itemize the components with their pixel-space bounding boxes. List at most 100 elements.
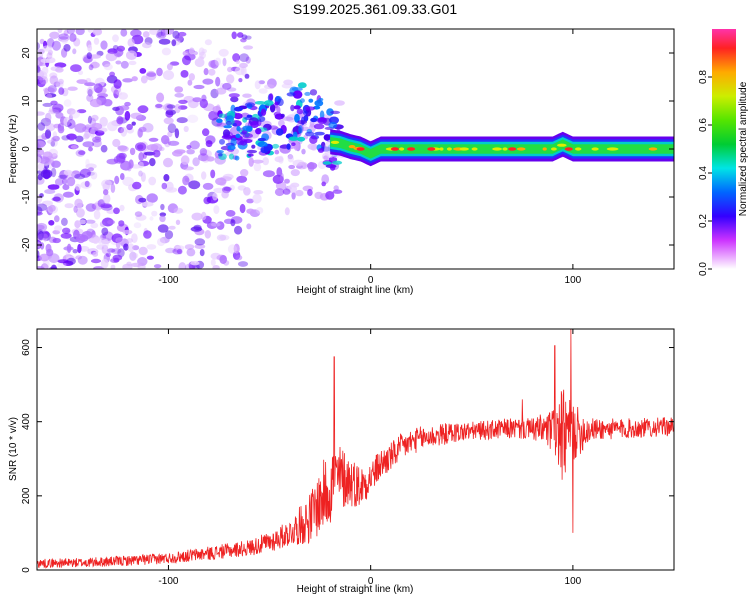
snr-series-line <box>37 329 674 569</box>
spectral-blob <box>75 29 85 36</box>
spectral-blob <box>91 203 97 210</box>
snr-x-tick-label: 0 <box>368 576 374 587</box>
spectral-blob <box>120 126 128 137</box>
spectral-blob <box>192 97 202 103</box>
spectral-blob <box>57 29 63 34</box>
spectral-blob <box>161 135 170 145</box>
spectral-blob <box>167 131 173 138</box>
spectral-blob <box>75 183 81 191</box>
spectral-blob <box>66 108 76 115</box>
spectral-blob <box>165 187 178 193</box>
spectral-blob <box>42 45 52 52</box>
spectral-blob <box>178 99 188 104</box>
spectral-blob <box>79 245 90 252</box>
spectral-blob <box>246 149 258 154</box>
spectral-blob <box>290 169 300 177</box>
spectral-blob <box>151 210 158 217</box>
spectral-blob <box>61 217 68 226</box>
spectral-blob <box>118 92 128 100</box>
spectral-blob <box>215 76 221 87</box>
spectral-blob <box>317 117 327 122</box>
spectral-blob <box>156 29 163 38</box>
spectral-blob <box>163 174 170 182</box>
spectral-blob <box>213 187 226 194</box>
spectral-blob <box>93 209 101 220</box>
spectral-blob <box>156 92 165 103</box>
spectral-blob <box>290 104 295 112</box>
heatmap-x-axis-label: Height of straight line (km) <box>297 285 414 296</box>
spectral-blob <box>85 158 90 168</box>
spectral-blob <box>305 131 315 137</box>
spectral-blob <box>210 222 221 227</box>
spectral-blob <box>120 173 125 180</box>
spectral-blob <box>90 61 100 69</box>
spectral-blob <box>54 215 60 223</box>
spectral-blob <box>100 144 108 153</box>
spectral-peak <box>492 147 502 151</box>
spectral-blob <box>149 158 156 167</box>
snr-y-axis-label: SNR (10 * v/v) <box>8 417 19 481</box>
spectral-blob <box>268 93 274 101</box>
spectral-blob <box>37 148 45 156</box>
spectral-blob <box>284 178 290 184</box>
spectral-blob <box>188 73 195 81</box>
spectral-blob <box>87 115 92 124</box>
spectral-peak <box>439 147 444 151</box>
snr-plot-area <box>37 329 674 570</box>
spectral-blob <box>334 100 345 106</box>
spectral-blob <box>115 60 122 65</box>
spectral-blob <box>72 48 77 55</box>
spectral-blob <box>244 73 250 79</box>
spectral-blob <box>301 148 306 155</box>
spectral-blob <box>256 207 264 214</box>
spectral-blob <box>67 86 78 91</box>
spectral-blob <box>153 264 162 269</box>
spectral-blob <box>190 261 200 266</box>
spectral-blob <box>81 231 93 239</box>
spectral-blob <box>182 166 194 171</box>
spectral-blob <box>112 254 123 261</box>
spectral-blob <box>326 108 334 116</box>
spectral-blob <box>124 110 131 121</box>
spectral-blob <box>215 87 227 95</box>
spectral-blob <box>253 162 262 172</box>
spectral-blob <box>142 31 150 38</box>
spectral-blob <box>314 131 325 136</box>
spectral-blob <box>246 208 255 214</box>
spectral-blob <box>110 183 116 193</box>
spectral-blob <box>45 112 52 123</box>
spectral-peak <box>648 147 658 151</box>
spectral-blob <box>198 56 204 61</box>
spectral-blob <box>110 264 116 269</box>
spectral-blob <box>212 265 220 269</box>
spectral-blob <box>92 136 102 143</box>
spectral-blob <box>260 146 269 154</box>
spectral-blob <box>222 173 234 180</box>
snr-frame <box>36 328 675 571</box>
spectral-blob <box>243 187 251 196</box>
spectral-blob <box>223 186 232 192</box>
spectral-blob <box>227 244 238 254</box>
spectral-blob <box>180 70 189 78</box>
spectral-blob <box>61 38 68 44</box>
spectral-blob <box>332 189 343 194</box>
spectral-blob <box>93 83 103 94</box>
spectral-blob <box>63 99 72 107</box>
spectral-blob <box>103 193 111 204</box>
colorbar-tick-label: 0.2 <box>698 214 709 228</box>
spectral-blob <box>149 216 154 221</box>
spectral-blob <box>40 58 51 64</box>
spectral-blob <box>279 172 284 183</box>
spectral-blob <box>146 144 159 151</box>
spectral-blob <box>51 137 56 142</box>
spectral-blob <box>46 248 54 257</box>
spectral-blob <box>131 76 138 82</box>
spectral-blob <box>78 219 87 225</box>
spectral-blob <box>233 243 240 254</box>
spectral-blob <box>38 50 43 61</box>
spectral-blob <box>323 134 331 141</box>
spectral-blob <box>205 140 213 148</box>
spectral-blob <box>288 136 299 141</box>
spectral-blob <box>105 252 111 257</box>
spectral-blob <box>63 116 71 127</box>
